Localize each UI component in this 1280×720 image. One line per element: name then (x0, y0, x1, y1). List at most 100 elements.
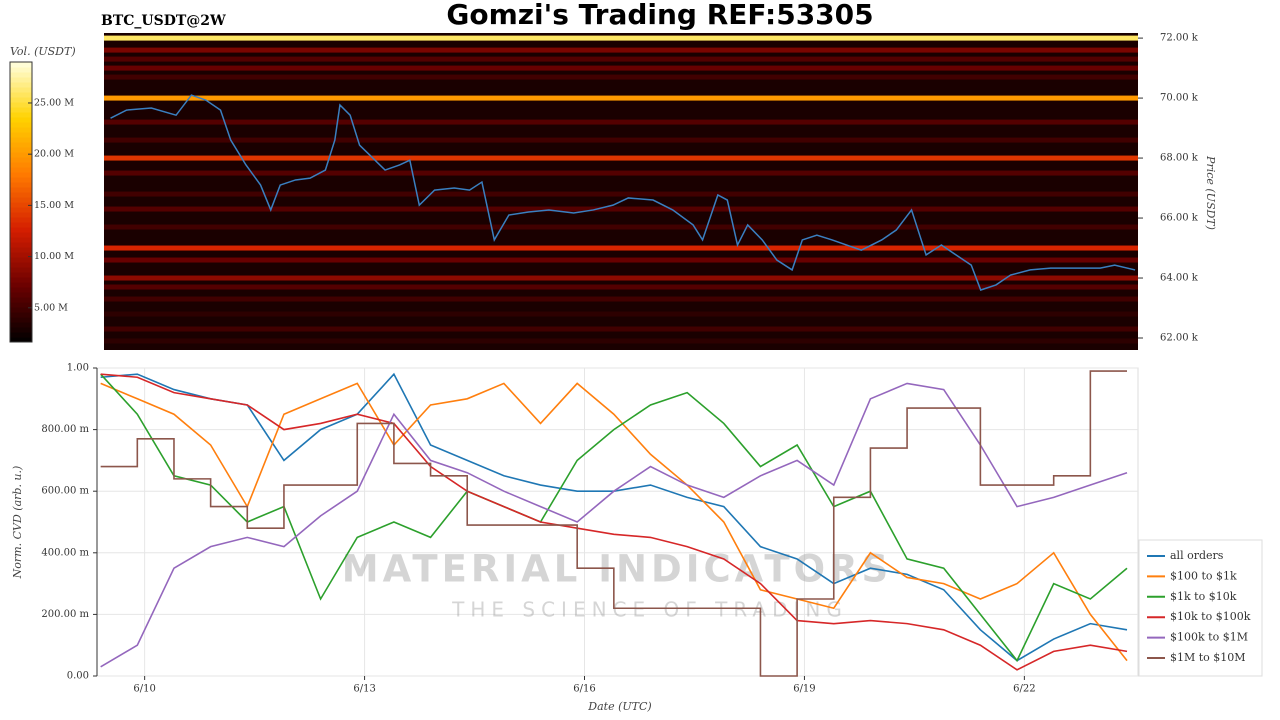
y-tick-label: 0.00 (67, 671, 89, 682)
liquidity-band (104, 326, 1138, 332)
colorbar-tick-label: 15.00 M (34, 200, 74, 211)
colorbar-segment (10, 122, 32, 128)
colorbar-segment (10, 112, 32, 118)
colorbar-segment (10, 77, 32, 83)
y-tick-label: 68.00 k (1160, 153, 1199, 164)
colorbar-segment (10, 127, 32, 133)
colorbar-segment (10, 202, 32, 208)
liquidity-band (104, 224, 1138, 230)
x-tick-label: 6/10 (133, 684, 155, 695)
cvd-line (100, 370, 1127, 677)
colorbar-segment (10, 87, 32, 93)
legend-label: all orders (1170, 549, 1224, 562)
watermark: MATERIAL INDICATORS (342, 548, 892, 591)
colorbar-segment (10, 147, 32, 153)
colorbar-segment (10, 172, 32, 178)
colorbar-segment (10, 102, 32, 108)
heatmap-background (104, 33, 1138, 350)
liquidity-band (104, 257, 1138, 263)
colorbar-segment (10, 182, 32, 188)
liquidity-band (104, 191, 1138, 197)
symbol-label: BTC_USDT@2W (101, 13, 226, 29)
colorbar-segment (10, 272, 32, 278)
legend-label: $1k to $10k (1170, 590, 1237, 603)
cvd-line (100, 382, 1128, 662)
x-tick-label: 6/19 (793, 684, 815, 695)
y-tick-label: 70.00 k (1160, 93, 1199, 104)
legend (1138, 539, 1263, 677)
price-line (110, 94, 1136, 291)
liquidity-band (104, 284, 1138, 290)
colorbar-segment (10, 332, 32, 338)
colorbar-segment (10, 192, 32, 198)
legend-label: $100 to $1k (1170, 569, 1237, 582)
colorbar-segment (10, 97, 32, 103)
colorbar-segment (10, 307, 32, 313)
x-tick-label: 6/13 (353, 684, 375, 695)
legend-label: $100k to $1M (1170, 631, 1248, 644)
legend-label: $1M to $10M (1170, 651, 1246, 664)
y-tick-label: 62.00 k (1160, 333, 1199, 344)
y-tick-label: 400.00 m (41, 547, 89, 558)
colorbar-segment (10, 277, 32, 283)
y-axis-label: Norm. CVD (arb. u.) (11, 466, 24, 580)
colorbar-segment (10, 222, 32, 228)
y-tick-label: 66.00 k (1160, 213, 1199, 224)
colorbar-segment (10, 312, 32, 318)
colorbar-segment (10, 72, 32, 78)
y-tick-label: 64.00 k (1160, 273, 1199, 284)
cvd-line (100, 382, 1128, 668)
colorbar-frame (9, 61, 33, 343)
colorbar-segment (10, 177, 32, 183)
y-tick-label: 1.00 (67, 363, 89, 374)
colorbar-segment (10, 187, 32, 193)
colorbar-segment (10, 267, 32, 273)
chart-title: Gomzi's Trading REF:53305 (446, 0, 873, 31)
colorbar-label: Vol. (USDT) (10, 45, 76, 58)
colorbar-segment (10, 232, 32, 238)
colorbar-segment (10, 207, 32, 213)
colorbar-segment (10, 62, 32, 68)
x-tick-label: 6/16 (573, 684, 595, 695)
colorbar-segment (10, 167, 32, 173)
liquidity-band (104, 119, 1138, 125)
colorbar-segment (10, 142, 32, 148)
colorbar-tick-label: 10.00 M (34, 251, 74, 262)
liquidity-band (104, 95, 1138, 101)
liquidity-band (104, 47, 1138, 53)
colorbar-segment (10, 252, 32, 258)
colorbar-segment (10, 227, 32, 233)
colorbar-segment (10, 197, 32, 203)
x-tick-label: 6/22 (1013, 684, 1035, 695)
colorbar-segment (10, 237, 32, 243)
liquidity-band (104, 296, 1138, 302)
colorbar-segment (10, 92, 32, 98)
colorbar-segment (10, 302, 32, 308)
liquidity-band (104, 56, 1138, 62)
colorbar-tick-label: 25.00 M (34, 97, 74, 108)
colorbar-segment (10, 157, 32, 163)
y-axis-label: Price (USDT) (1204, 155, 1217, 230)
y-tick-label: 800.00 m (41, 424, 89, 435)
colorbar-segment (10, 317, 32, 323)
legend-label: $10k to $100k (1170, 610, 1251, 623)
liquidity-band (104, 74, 1138, 80)
colorbar-segment (10, 132, 32, 138)
liquidity-band (104, 275, 1138, 281)
colorbar-segment (10, 162, 32, 168)
colorbar-segment (10, 257, 32, 263)
cvd-line (100, 373, 1128, 663)
colorbar-segment (10, 82, 32, 88)
colorbar-segment (10, 137, 32, 143)
colorbar-segment (10, 282, 32, 288)
liquidity-band (104, 35, 1138, 41)
colorbar-segment (10, 297, 32, 303)
colorbar-segment (10, 117, 32, 123)
colorbar-segment (10, 262, 32, 268)
liquidity-band (104, 311, 1138, 317)
colorbar-segment (10, 152, 32, 158)
colorbar-segment (10, 327, 32, 333)
colorbar-segment (10, 337, 32, 343)
colorbar-segment (10, 67, 32, 73)
